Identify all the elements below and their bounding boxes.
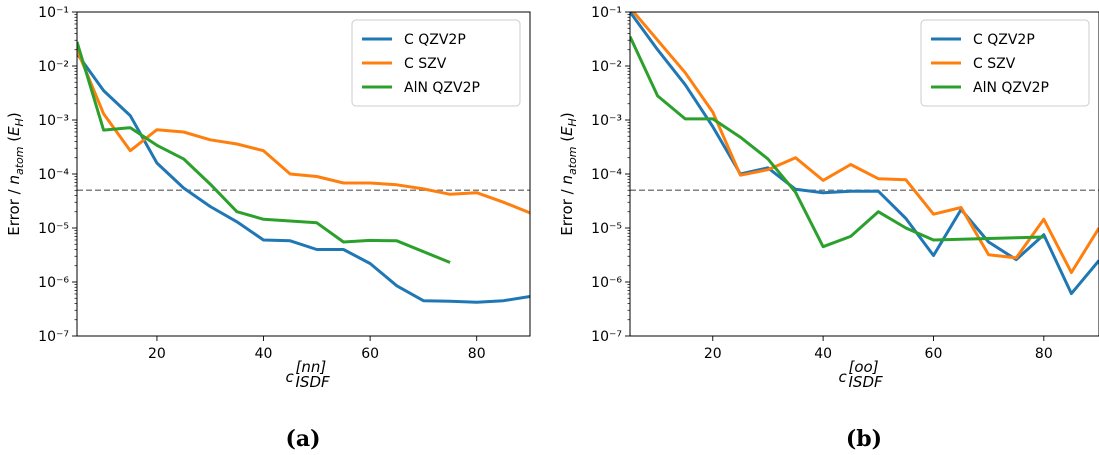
x-tick-label: 20 xyxy=(704,346,722,362)
series-line-c-qzv2p xyxy=(77,52,530,304)
y-axis-label-close: ) xyxy=(5,112,23,118)
legend-label: C SZV xyxy=(404,56,447,72)
y-tick-label: 10⁻³ xyxy=(38,113,69,129)
y-axis-label-text: Error / xyxy=(558,185,576,236)
series-line-c-szv xyxy=(77,49,530,215)
y-tick-label: 10⁻⁶ xyxy=(591,275,622,291)
x-tick-label: 40 xyxy=(255,346,273,362)
y-tick-label: 10⁻⁵ xyxy=(591,221,622,237)
legend-label: AlN QZV2P xyxy=(973,80,1049,96)
plot-frame xyxy=(76,11,531,337)
x-axis-label-sub: ISDF xyxy=(849,373,883,391)
x-axis-label-sup: [oo] xyxy=(849,358,879,376)
y-tick-label: 10⁻¹ xyxy=(591,5,622,21)
y-tick-label: 10⁻⁷ xyxy=(591,329,622,345)
y-tick-label: 10⁻⁴ xyxy=(591,167,622,183)
x-tick-label: 80 xyxy=(468,346,486,362)
legend-box xyxy=(920,19,1090,107)
y-axis-label-h: H xyxy=(566,118,579,126)
series-line-aln-qzv2p xyxy=(77,41,451,264)
y-axis-label-close: ) xyxy=(558,112,576,118)
x-tick-label: 60 xyxy=(361,346,379,362)
series-group xyxy=(77,41,530,304)
series-line-c-szv xyxy=(631,12,1099,274)
legend-label: C QZV2P xyxy=(404,32,466,48)
plot-frame xyxy=(629,11,1099,337)
y-tick-label: 10⁻¹ xyxy=(38,5,69,21)
y-axis-label-h: H xyxy=(13,118,26,126)
legend-label: C QZV2P xyxy=(973,32,1035,48)
y-tick-label: 10⁻⁷ xyxy=(38,329,69,345)
y-axis-label-e: E xyxy=(5,126,23,136)
legend-label: C SZV xyxy=(973,56,1016,72)
x-axis-label-sub: ISDF xyxy=(296,373,330,391)
legend-box xyxy=(351,19,521,107)
legend: C QZV2P C SZV AlN QZV2P xyxy=(920,19,1090,107)
y-tick-label: 10⁻⁶ xyxy=(38,275,69,291)
series-group xyxy=(630,12,1099,296)
x-axis-label: c xyxy=(286,368,295,386)
x-axis-label: c xyxy=(839,368,848,386)
chart-panel-b: 10⁻⁷ 10⁻⁶ 10⁻⁵ 10⁻⁴ 10⁻³ 10⁻² 10⁻¹ 20 40 60 80 C QZ… xyxy=(558,5,1099,452)
y-tick-label: 10⁻⁵ xyxy=(38,221,69,237)
x-tick-label: 40 xyxy=(814,346,832,362)
y-tick-label: 10⁻² xyxy=(591,59,622,75)
chart-panel-a: 10⁻⁷ 10⁻⁶ 10⁻⁵ 10⁻⁴ 10⁻³ 10⁻² 10⁻¹ 20 40 60 80 C QZ… xyxy=(5,5,531,452)
y-axis-label-sub: atom xyxy=(13,147,26,176)
y-axis-label-sub: atom xyxy=(566,147,579,176)
legend: C QZV2P C SZV AlN QZV2P xyxy=(351,19,521,107)
y-tick-label: 10⁻⁴ xyxy=(38,167,69,183)
y-axis-label-e: E xyxy=(558,126,576,136)
legend-label: AlN QZV2P xyxy=(404,80,480,96)
y-axis-label-unit: ( xyxy=(558,136,576,147)
panel-caption: (b) xyxy=(846,426,882,452)
y-axis-label-unit: ( xyxy=(5,136,23,147)
x-axis-label-sup: [nn] xyxy=(296,358,327,376)
y-tick-label: 10⁻³ xyxy=(591,113,622,129)
y-axis-label-n: n xyxy=(5,175,23,185)
y-tick-label: 10⁻² xyxy=(38,59,69,75)
x-tick-label: 60 xyxy=(925,346,943,362)
panel-caption: (a) xyxy=(285,426,320,452)
x-tick-label: 20 xyxy=(148,346,166,362)
series-line-aln-qzv2p xyxy=(630,35,1044,249)
x-tick-label: 80 xyxy=(1035,346,1053,362)
y-axis-label-n: n xyxy=(558,175,576,185)
y-axis-label: Error / natom (EH) xyxy=(558,112,579,235)
y-axis-label-text: Error / xyxy=(5,185,23,236)
y-axis-label: Error / natom (EH) xyxy=(5,112,26,235)
